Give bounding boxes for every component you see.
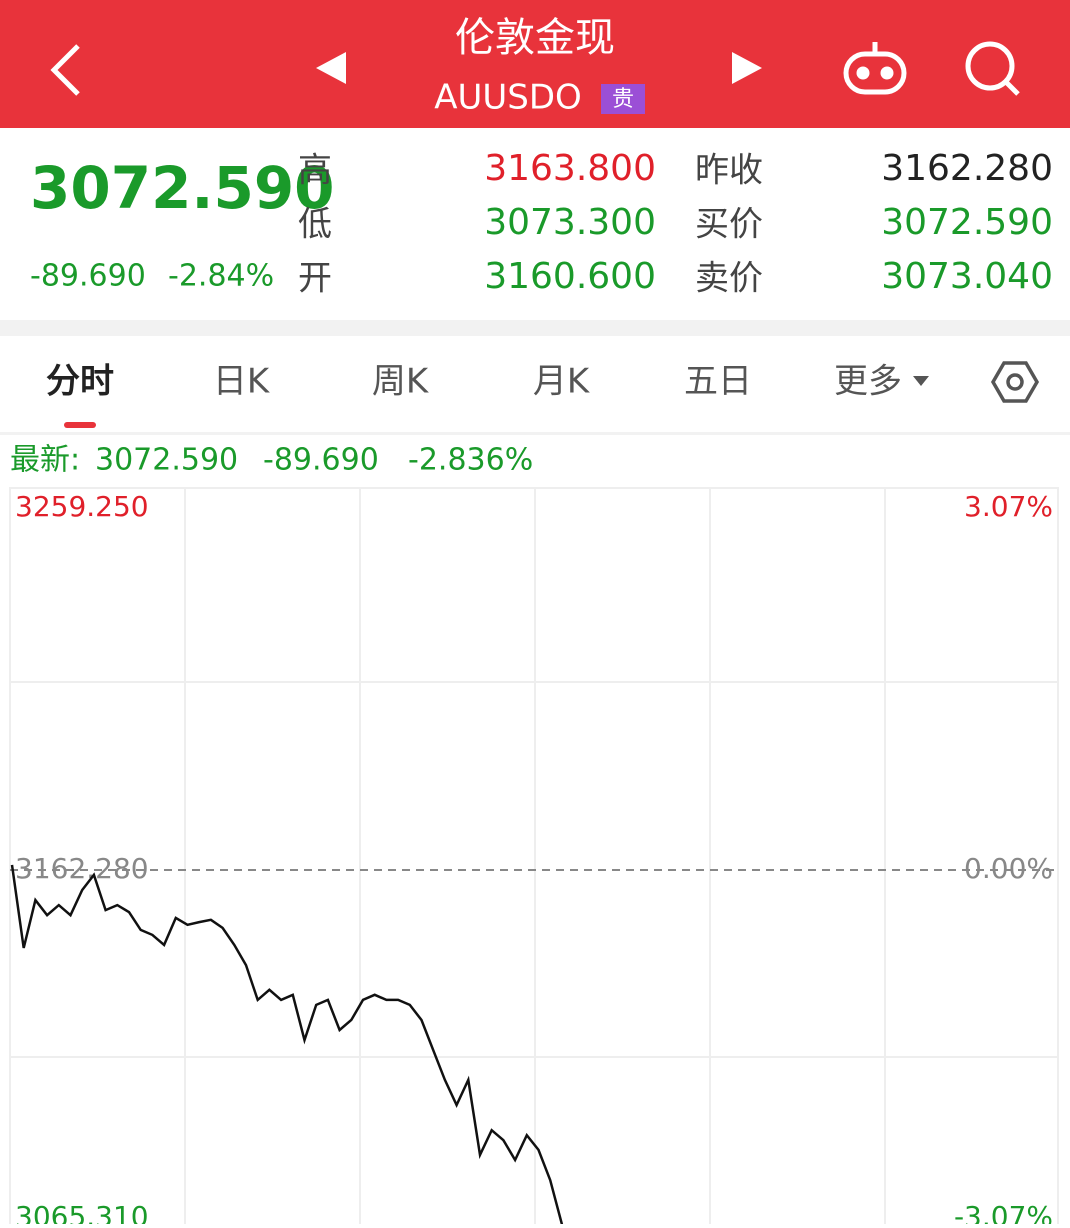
tab-indicator (64, 422, 96, 428)
prev-button[interactable] (316, 52, 346, 84)
dropdown-arrow (913, 376, 929, 386)
robot-icon[interactable] (843, 42, 907, 95)
chart-frame (9, 487, 1059, 1228)
tab[interactable]: 月K (533, 362, 591, 402)
change-pct: -2.84% (168, 259, 274, 294)
tab[interactable]: 五日 (684, 362, 752, 402)
separator (0, 432, 1070, 435)
quote-value: 3162.280 (881, 148, 1053, 189)
price-line (10, 864, 564, 1225)
tab[interactable]: 更多 (834, 362, 902, 402)
settings-icon[interactable] (990, 361, 1040, 403)
y2-tick-label: 0.00% (964, 852, 1053, 885)
y2-tick-label: 3.07% (964, 490, 1053, 523)
quote-label: 卖价 (695, 259, 763, 299)
latest-label: 最新: (10, 443, 80, 478)
back-button[interactable] (50, 44, 80, 96)
quote-value: 3073.300 (484, 202, 656, 243)
code: AUUSDO (434, 78, 582, 118)
change: -89.690 (30, 259, 146, 294)
y-tick-label: 3065.310 (15, 1200, 149, 1224)
y-tick-label: 3162.280 (15, 852, 149, 885)
tab[interactable]: 周K (372, 362, 430, 402)
tab[interactable]: 日K (213, 362, 271, 402)
quote-label: 低 (298, 205, 332, 245)
quote-label: 买价 (695, 205, 763, 245)
y-tick-label: 3259.250 (15, 490, 149, 523)
quote-label: 昨收 (695, 151, 763, 191)
quote-label: 高 (298, 151, 332, 191)
badge: 贵 (612, 87, 634, 112)
quote-label: 开 (298, 259, 332, 299)
header-bar (0, 0, 1070, 128)
separator (0, 320, 1070, 336)
next-button[interactable] (732, 52, 762, 84)
search-icon[interactable] (965, 41, 1020, 96)
quote-value: 3163.800 (484, 148, 656, 189)
badge-bg (601, 84, 645, 114)
quote-value: 3072.590 (881, 202, 1053, 243)
quote-value: 3073.040 (881, 256, 1053, 297)
price: 3072.590 (30, 154, 335, 222)
title: 伦敦金现 (455, 15, 615, 61)
latest-change-pct: -2.836% (408, 443, 533, 478)
latest-change: -89.690 (263, 443, 379, 478)
quote-value: 3160.600 (484, 256, 656, 297)
y2-tick-label: -3.07% (954, 1200, 1053, 1224)
latest-price: 3072.590 (95, 443, 238, 478)
tab[interactable]: 分时 (46, 362, 114, 402)
